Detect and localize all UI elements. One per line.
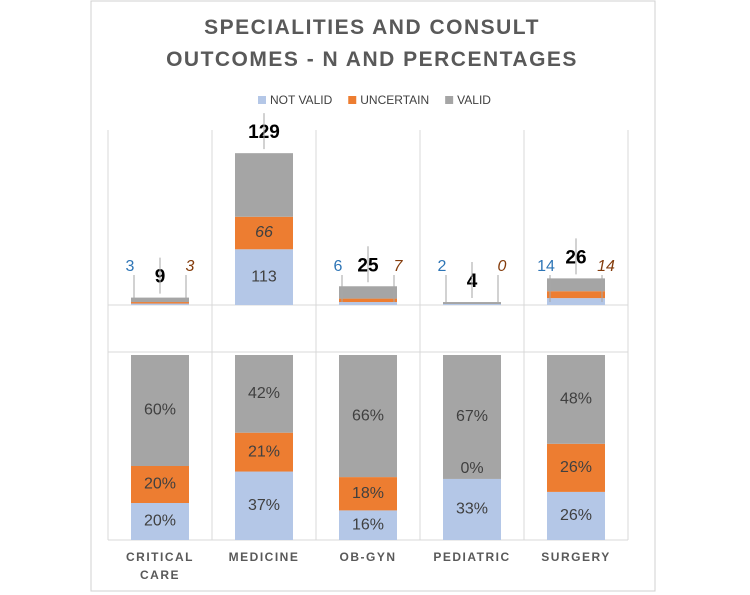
data-label: 26% (560, 507, 592, 524)
data-label: 0 (498, 258, 507, 275)
data-label: 33% (456, 501, 488, 518)
legend-label: NOT VALID (270, 93, 333, 107)
bar-segment (131, 466, 189, 503)
bar-segment (235, 249, 293, 305)
bar-segment (547, 355, 605, 444)
legend-label: VALID (457, 93, 491, 107)
data-label: 6 (334, 258, 343, 275)
bar-segment (339, 477, 397, 511)
data-label: 67% (456, 408, 488, 425)
data-label: 16% (352, 516, 384, 533)
data-label: 2 (438, 258, 447, 275)
bar-segment (547, 491, 605, 540)
data-label: 7 (394, 258, 404, 275)
data-label: 18% (352, 485, 384, 502)
data-label: 20% (144, 513, 176, 530)
x-tick-label: SURGERY (541, 550, 610, 564)
bar-segment (131, 355, 189, 466)
x-tick-label: PEDIATRIC (433, 550, 510, 564)
bar-segment (339, 510, 397, 540)
bar-segment (235, 216, 293, 250)
legend-label: UNCERTAIN (360, 93, 429, 107)
data-label: 3 (186, 258, 195, 275)
bar-segment (443, 355, 501, 479)
data-label: 3 (126, 258, 135, 275)
data-label: 60% (144, 402, 176, 419)
data-label: 0% (460, 460, 483, 477)
data-label: 66% (352, 407, 384, 424)
legend-swatch (348, 96, 357, 104)
data-label: 26% (560, 459, 592, 476)
chart-title: SPECIALITIES AND CONSULT OUTCOMES - N AND… (166, 16, 578, 71)
x-tick-label: MEDICINE (229, 550, 300, 564)
bar-segment (131, 303, 189, 305)
bar-segment (131, 297, 189, 303)
bar-segment (235, 355, 293, 433)
bar-segment (547, 291, 605, 299)
data-label: 21% (248, 443, 280, 460)
bar-segment (339, 355, 397, 478)
bar-segment (339, 302, 397, 305)
data-label: 42% (248, 385, 280, 402)
bar-segment (235, 432, 293, 472)
bar-segment (443, 302, 501, 305)
bar-segment (235, 153, 293, 217)
x-tick-label: OB-GYN (340, 550, 397, 564)
data-label: 48% (560, 391, 592, 408)
bar-segment (547, 278, 605, 292)
data-label: 66 (255, 224, 273, 241)
bar-segment (443, 304, 501, 305)
data-label: 113 (251, 268, 277, 285)
legend-swatch (445, 96, 454, 104)
data-label: 20% (144, 476, 176, 493)
legend-swatch (258, 96, 266, 104)
bar-segment (131, 503, 189, 540)
x-tick-label: CRITICAL CARE (126, 550, 194, 582)
bar-segment (339, 298, 397, 303)
bar-segment (547, 298, 605, 305)
bar-segment (443, 478, 501, 540)
bar-segment (547, 443, 605, 492)
bar-segment (131, 302, 189, 304)
data-label: 14 (537, 258, 555, 275)
bar-segment (235, 471, 293, 540)
data-label: 37% (248, 497, 280, 514)
bar-segment (339, 286, 397, 299)
data-label: 14 (597, 258, 615, 275)
